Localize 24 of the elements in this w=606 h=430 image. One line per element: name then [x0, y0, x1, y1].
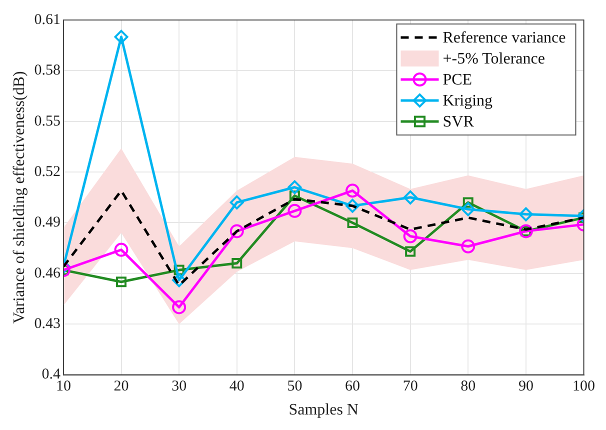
legend-label: Kriging: [442, 92, 493, 110]
y-tick-label: 0.49: [34, 214, 60, 231]
x-tick-label: 10: [56, 378, 71, 395]
legend-label: PCE: [442, 72, 472, 89]
x-tick-label: 60: [345, 378, 360, 395]
y-tick-label: 0.43: [34, 316, 60, 332]
x-tick-label: 100: [572, 378, 595, 395]
x-tick-label: 70: [402, 378, 418, 395]
x-tick-label: 30: [172, 378, 187, 395]
x-tick-label: 20: [114, 378, 129, 395]
legend-label: SVR: [442, 114, 474, 131]
x-tick-label: 50: [287, 378, 302, 395]
y-axis-title: Variance of shielding effectiveness(dB): [10, 71, 28, 324]
y-tick-label: 0.58: [34, 62, 60, 79]
x-axis-title: Samples N: [288, 402, 359, 419]
x-tick-label: 40: [229, 378, 244, 395]
x-tick-label: 80: [460, 378, 476, 395]
y-tick-label: 0.61: [34, 12, 60, 28]
legend-label: Reference variance: [442, 30, 566, 47]
legend-label: +-5% Tolerance: [442, 50, 545, 68]
y-tick-label: 0.55: [34, 113, 60, 130]
y-tick-label: 0.52: [34, 164, 60, 180]
y-tick-label: 0.46: [34, 265, 61, 282]
x-tick-label: 90: [518, 378, 534, 395]
